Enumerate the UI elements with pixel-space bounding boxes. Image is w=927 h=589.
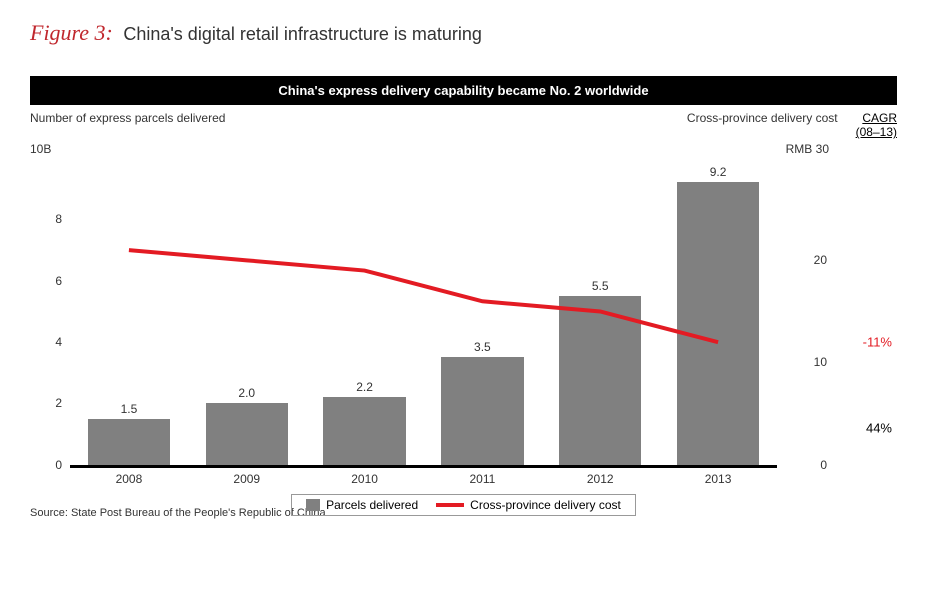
- bar: [441, 357, 523, 464]
- plot-area: 1.52.02.23.55.59.2 0246801020-11%44%: [70, 158, 777, 468]
- cagr-l1: CAGR: [856, 111, 897, 125]
- ytick-right: 20: [787, 253, 827, 267]
- figure-label: Figure 3:: [30, 20, 113, 45]
- bar: [323, 397, 405, 465]
- left-axis-title: Number of express parcels delivered: [30, 111, 225, 140]
- legend: Parcels delivered Cross-province deliver…: [291, 494, 636, 516]
- bar-value-label: 9.2: [710, 165, 727, 179]
- bar-value-label: 5.5: [592, 279, 609, 293]
- x-label: 2008: [70, 472, 188, 486]
- bar-slot: 2.0: [188, 158, 306, 465]
- ytick-left: 0: [30, 458, 62, 472]
- ytick-right: 0: [787, 458, 827, 472]
- line-swatch-icon: [436, 503, 464, 507]
- bar-swatch-icon: [306, 499, 320, 511]
- bar-value-label: 3.5: [474, 340, 491, 354]
- x-label: 2012: [541, 472, 659, 486]
- left-axis-top: 10B: [30, 142, 51, 156]
- bar-slot: 9.2: [659, 158, 777, 465]
- legend-bar: Parcels delivered: [306, 498, 418, 512]
- bar-slot: 1.5: [70, 158, 188, 465]
- cagr-header: CAGR (08–13): [856, 111, 897, 140]
- x-label: 2013: [659, 472, 777, 486]
- chart-banner: China's express delivery capability beca…: [30, 76, 897, 105]
- x-axis-labels: 200820092010201120122013: [70, 468, 777, 486]
- cagr-line-label: -11%: [842, 334, 892, 349]
- chart: Number of express parcels delivered Cros…: [30, 111, 897, 491]
- figure-title: Figure 3: China's digital retail infrast…: [30, 20, 897, 46]
- legend-line-label: Cross-province delivery cost: [470, 498, 621, 512]
- ytick-left: 6: [30, 274, 62, 288]
- bar: [559, 296, 641, 465]
- ytick-left: 4: [30, 335, 62, 349]
- legend-line: Cross-province delivery cost: [436, 498, 621, 512]
- right-axis-top: RMB 30: [786, 142, 829, 156]
- ytick-left: 8: [30, 212, 62, 226]
- x-label: 2009: [188, 472, 306, 486]
- x-label: 2010: [306, 472, 424, 486]
- bar-value-label: 2.0: [238, 386, 255, 400]
- bar-value-label: 1.5: [121, 402, 138, 416]
- cagr-l2: (08–13): [856, 125, 897, 139]
- bar-slot: 5.5: [541, 158, 659, 465]
- ytick-left: 2: [30, 396, 62, 410]
- bar-slot: 3.5: [423, 158, 541, 465]
- ytick-right: 10: [787, 355, 827, 369]
- legend-bar-label: Parcels delivered: [326, 498, 418, 512]
- bar-value-label: 2.2: [356, 380, 373, 394]
- figure-text: China's digital retail infrastructure is…: [123, 24, 482, 44]
- bar: [88, 419, 170, 465]
- cagr-bar-label: 44%: [842, 420, 892, 435]
- x-label: 2011: [423, 472, 541, 486]
- bar: [677, 182, 759, 464]
- bar-slot: 2.2: [306, 158, 424, 465]
- right-axis-title: Cross-province delivery cost: [687, 111, 838, 125]
- bar: [206, 403, 288, 464]
